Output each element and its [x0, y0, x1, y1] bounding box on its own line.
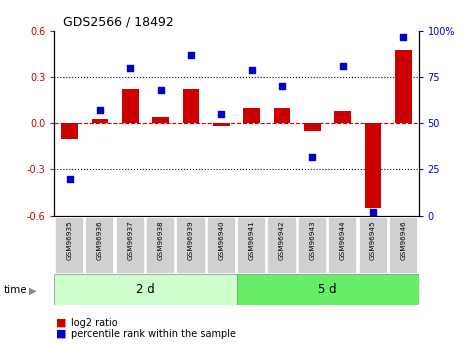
FancyBboxPatch shape — [85, 217, 114, 274]
Point — [66, 176, 73, 181]
Bar — [213, 124, 230, 126]
Text: GSM96941: GSM96941 — [249, 220, 254, 260]
Point — [308, 154, 316, 159]
FancyBboxPatch shape — [236, 274, 419, 305]
Text: log2 ratio: log2 ratio — [71, 318, 118, 327]
Text: GSM96935: GSM96935 — [67, 220, 72, 260]
FancyBboxPatch shape — [267, 217, 297, 274]
Text: GSM96938: GSM96938 — [158, 220, 164, 260]
Point — [96, 108, 104, 113]
Point — [400, 34, 407, 39]
FancyBboxPatch shape — [146, 217, 175, 274]
Text: GSM96937: GSM96937 — [127, 220, 133, 260]
Text: GSM96940: GSM96940 — [219, 220, 224, 260]
Text: 2 d: 2 d — [136, 283, 155, 296]
Text: GSM96944: GSM96944 — [340, 220, 346, 260]
Bar — [334, 111, 351, 124]
FancyBboxPatch shape — [237, 217, 266, 274]
Bar — [152, 117, 169, 124]
Point — [126, 65, 134, 71]
Text: time: time — [4, 286, 27, 295]
Text: GSM96945: GSM96945 — [370, 220, 376, 260]
Text: GSM96939: GSM96939 — [188, 220, 194, 260]
Point — [248, 67, 255, 72]
FancyBboxPatch shape — [55, 217, 84, 274]
Point — [157, 87, 165, 93]
FancyBboxPatch shape — [389, 217, 418, 274]
FancyBboxPatch shape — [176, 217, 206, 274]
Text: GSM96946: GSM96946 — [401, 220, 406, 260]
Bar — [304, 124, 321, 131]
Point — [187, 52, 195, 58]
FancyBboxPatch shape — [328, 217, 357, 274]
Point — [369, 209, 377, 215]
FancyBboxPatch shape — [116, 217, 145, 274]
Text: ▶: ▶ — [29, 286, 37, 295]
Bar — [243, 108, 260, 124]
Bar — [122, 89, 139, 124]
Text: ■: ■ — [56, 329, 66, 339]
Bar — [183, 89, 199, 124]
Text: GSM96943: GSM96943 — [309, 220, 315, 260]
Text: GSM96942: GSM96942 — [279, 220, 285, 260]
Bar — [92, 119, 108, 124]
Point — [218, 111, 225, 117]
Bar — [365, 124, 381, 208]
Text: percentile rank within the sample: percentile rank within the sample — [71, 329, 236, 339]
FancyBboxPatch shape — [54, 274, 237, 305]
Bar — [274, 108, 290, 124]
Point — [339, 63, 347, 69]
Text: 5 d: 5 d — [318, 283, 337, 296]
FancyBboxPatch shape — [207, 217, 236, 274]
FancyBboxPatch shape — [298, 217, 327, 274]
Text: GSM96936: GSM96936 — [97, 220, 103, 260]
Bar — [395, 49, 412, 124]
FancyBboxPatch shape — [359, 217, 388, 274]
Bar — [61, 124, 78, 139]
Text: GDS2566 / 18492: GDS2566 / 18492 — [63, 16, 174, 29]
Text: ■: ■ — [56, 318, 66, 327]
Point — [278, 84, 286, 89]
